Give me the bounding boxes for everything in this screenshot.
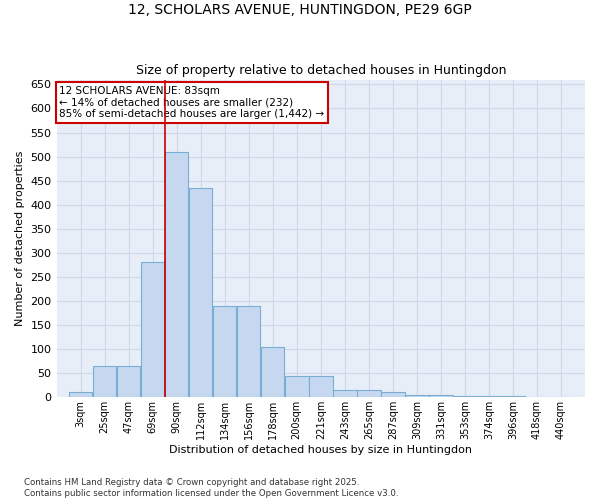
Bar <box>453 396 476 398</box>
Bar <box>165 152 188 398</box>
Bar <box>93 366 116 398</box>
Bar <box>501 396 525 398</box>
Bar <box>285 376 308 398</box>
Bar <box>117 366 140 398</box>
Y-axis label: Number of detached properties: Number of detached properties <box>15 150 25 326</box>
Bar <box>237 306 260 398</box>
Text: 12, SCHOLARS AVENUE, HUNTINGDON, PE29 6GP: 12, SCHOLARS AVENUE, HUNTINGDON, PE29 6G… <box>128 2 472 16</box>
Title: Size of property relative to detached houses in Huntingdon: Size of property relative to detached ho… <box>136 64 506 77</box>
Bar <box>429 395 452 398</box>
Bar <box>333 390 356 398</box>
Bar <box>309 376 332 398</box>
Bar <box>69 392 92 398</box>
Bar <box>213 306 236 398</box>
Text: 12 SCHOLARS AVENUE: 83sqm
← 14% of detached houses are smaller (232)
85% of semi: 12 SCHOLARS AVENUE: 83sqm ← 14% of detac… <box>59 86 325 119</box>
Bar <box>477 396 500 398</box>
X-axis label: Distribution of detached houses by size in Huntingdon: Distribution of detached houses by size … <box>169 445 472 455</box>
Bar <box>357 390 380 398</box>
Text: Contains HM Land Registry data © Crown copyright and database right 2025.
Contai: Contains HM Land Registry data © Crown c… <box>24 478 398 498</box>
Bar <box>381 392 404 398</box>
Bar <box>261 346 284 398</box>
Bar <box>405 395 428 398</box>
Bar <box>189 188 212 398</box>
Bar <box>141 262 164 398</box>
